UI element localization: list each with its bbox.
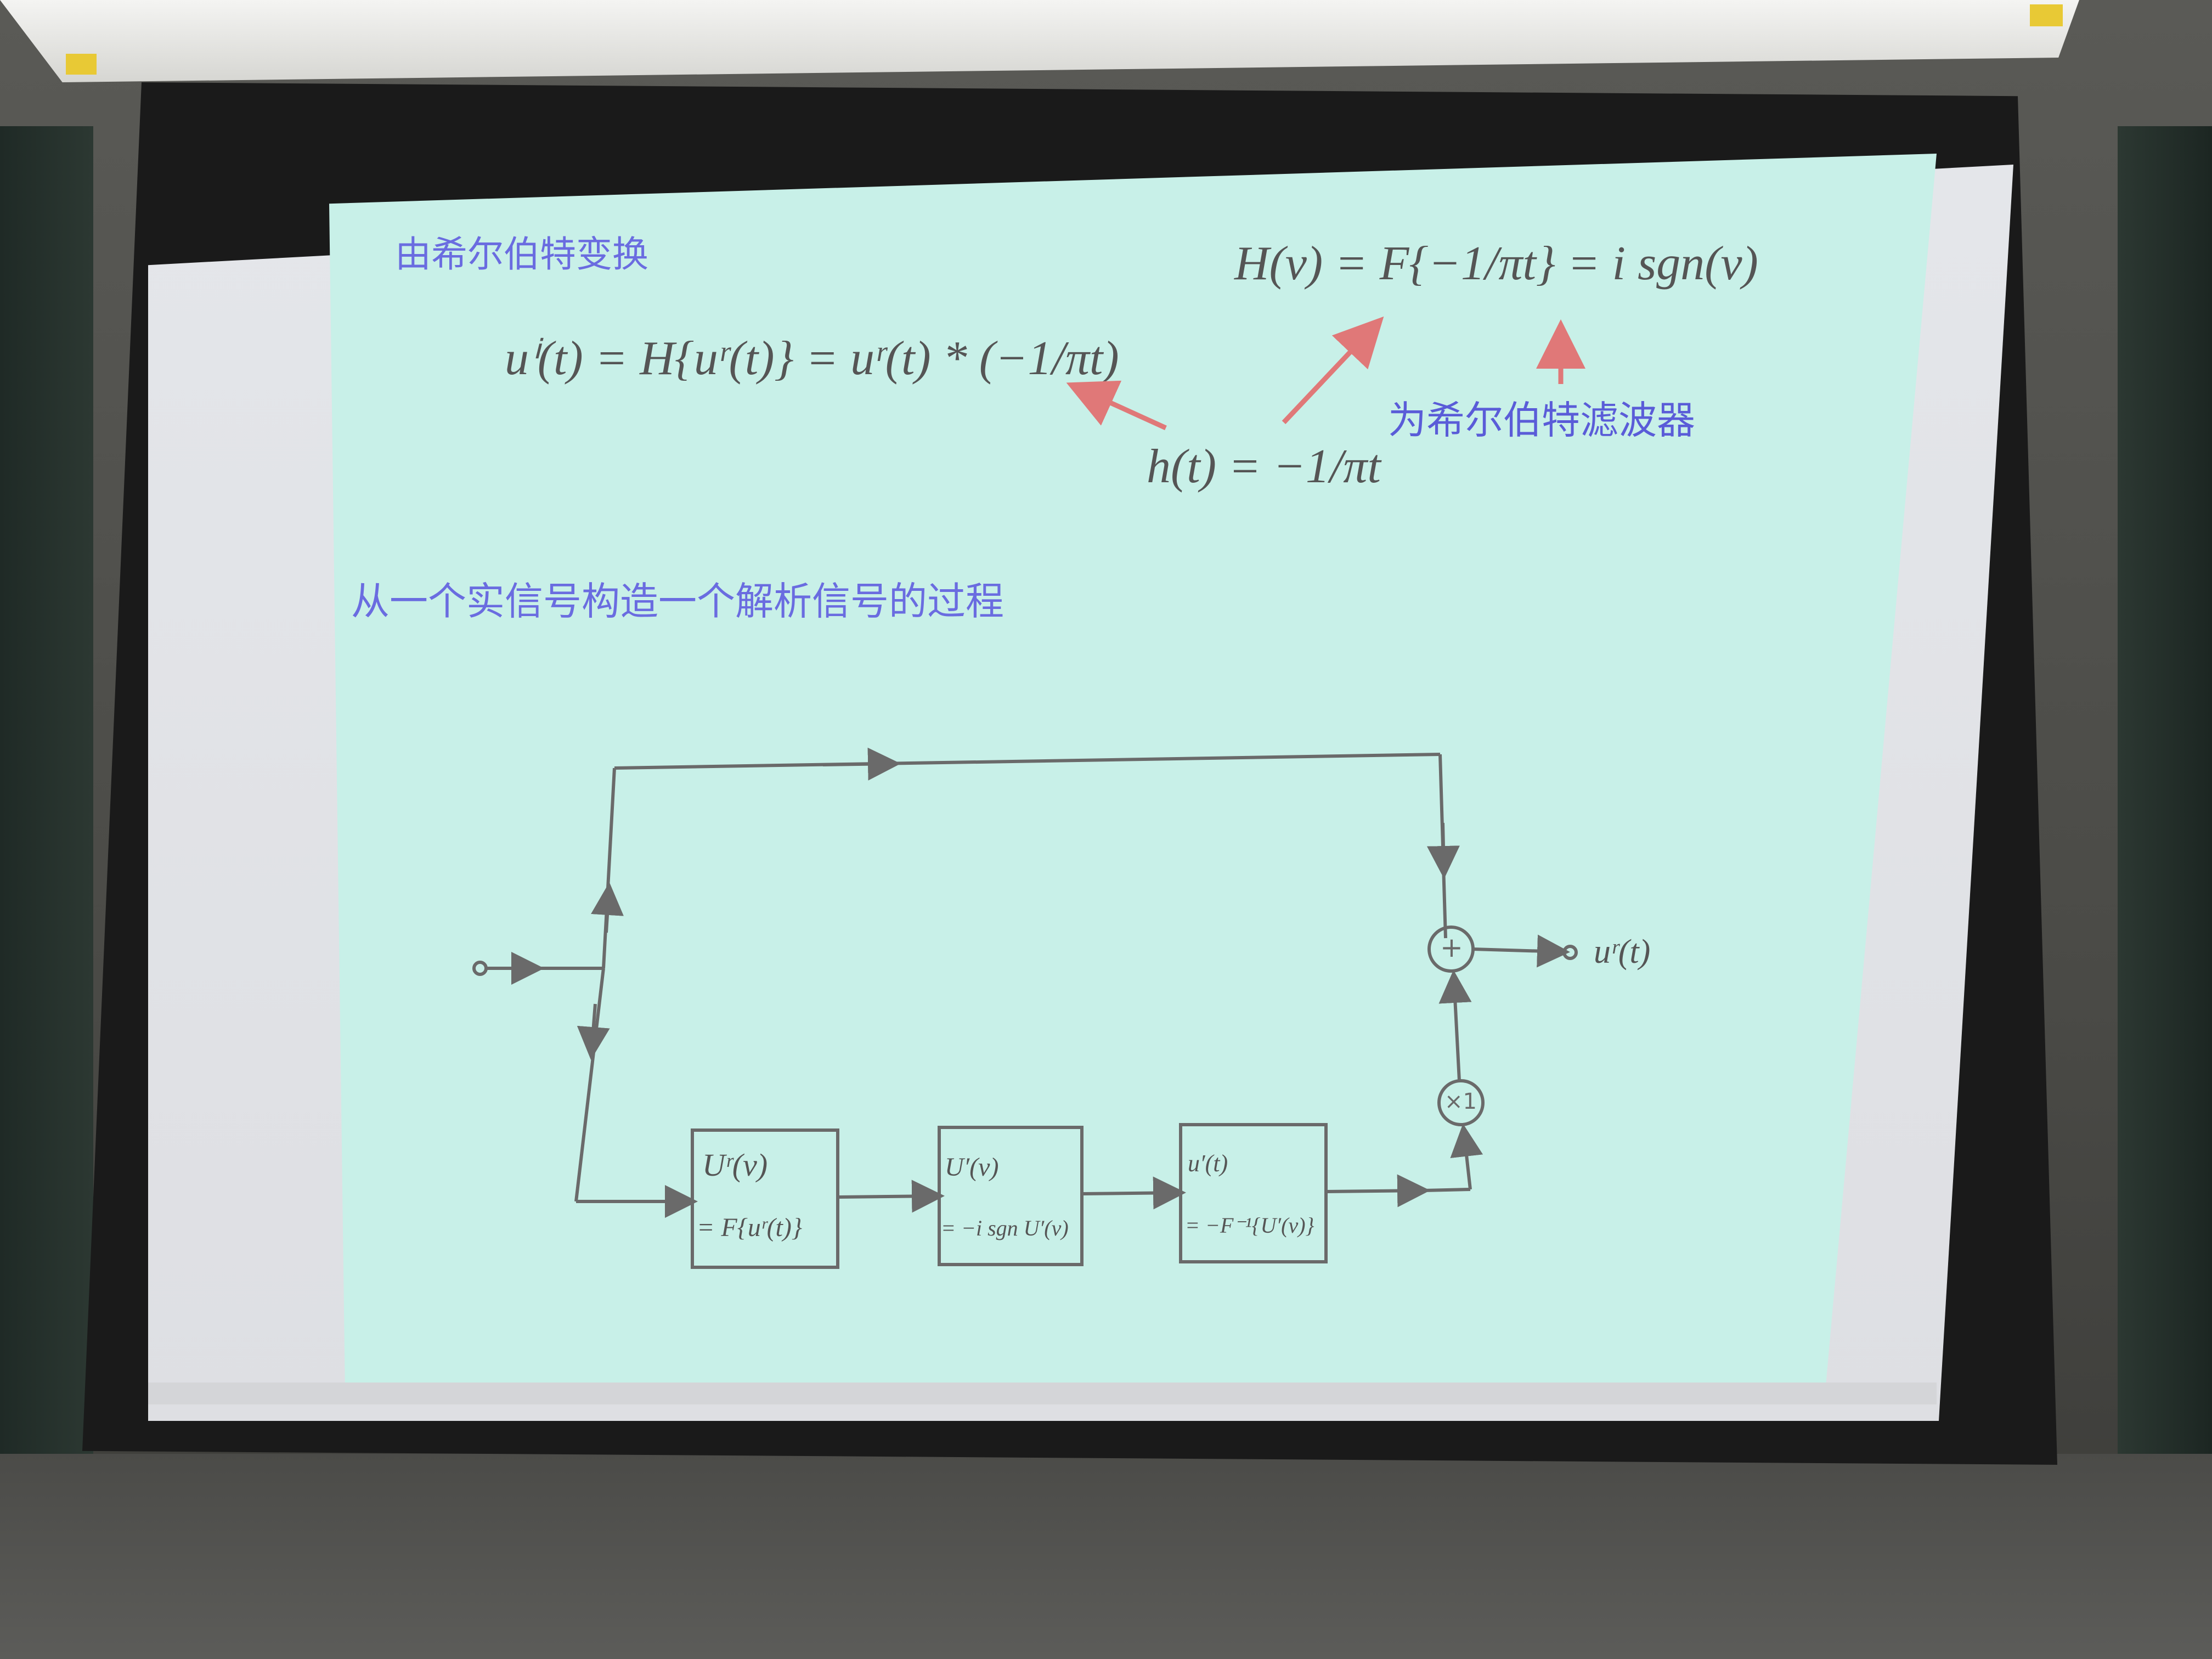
upper-branch-down-arrow [1426, 822, 1460, 879]
block-link [1081, 1176, 1186, 1210]
warning-sticker [2030, 4, 2063, 26]
lower-branch-down [574, 968, 605, 1202]
multiplier-to-sum [1438, 970, 1472, 1081]
heading-hilbert-transform: 由希尔伯特变换 [395, 233, 648, 275]
upper-branch-arrow [591, 882, 624, 933]
block-link [1325, 1174, 1430, 1207]
block3-line2: = −F⁻¹{U′(ν)} [1185, 1213, 1314, 1238]
annotation-arrow [1282, 316, 1384, 425]
projected-slide [329, 154, 1937, 1404]
output-node [1562, 945, 1578, 960]
to-multiplier [1450, 1124, 1483, 1190]
label-hilbert-filter: 为希尔伯特滤波器 [1388, 398, 1695, 443]
upper-branch-top-arrow [822, 747, 901, 781]
block3-line1: u′(t) [1188, 1150, 1228, 1177]
multiplier-symbol: ×1 [1444, 1089, 1477, 1114]
upper-branch-up [602, 768, 616, 969]
block-link [837, 1180, 945, 1213]
block2-line1: U′(ν) [945, 1153, 999, 1182]
annotation-arrow [1066, 380, 1167, 431]
sum-symbol: + [1440, 932, 1463, 963]
block1-line1: Uʳ(ν) [702, 1147, 768, 1183]
formula-filter-response: H(ν) = F{−1/πt} = i sgn(ν) [1234, 237, 1758, 290]
block-sgn [938, 1126, 1084, 1266]
multiplier-node [1437, 1079, 1485, 1126]
input-node [472, 961, 488, 976]
blackboard-right [2118, 126, 2212, 1498]
heading-analytic-signal: 从一个实信号构造一个解析信号的过程 [351, 579, 1004, 624]
upper-branch-top [614, 753, 1441, 770]
block-link [1423, 1188, 1471, 1192]
output-label: uʳ(t) [1594, 933, 1651, 970]
block-fourier [691, 1128, 839, 1269]
block2-line2: = −i sgn U′(ν) [941, 1216, 1069, 1240]
lower-branch-down-arrow [577, 1003, 610, 1060]
formula-hilbert: uⁱ(t) = H{uʳ(t)} = uʳ(t) * (−1/πt) [505, 332, 1119, 385]
block-inverse-fourier [1179, 1123, 1328, 1263]
formula-impulse-response: h(t) = −1/πt [1147, 440, 1381, 493]
screen-bottom-edge [148, 1383, 1937, 1404]
lower-wall [0, 1454, 2212, 1659]
blackboard-left [0, 126, 93, 1498]
warning-sticker [66, 54, 97, 75]
block1-line2: = F{uʳ(t)} [697, 1213, 803, 1242]
sum-output [1472, 934, 1570, 968]
